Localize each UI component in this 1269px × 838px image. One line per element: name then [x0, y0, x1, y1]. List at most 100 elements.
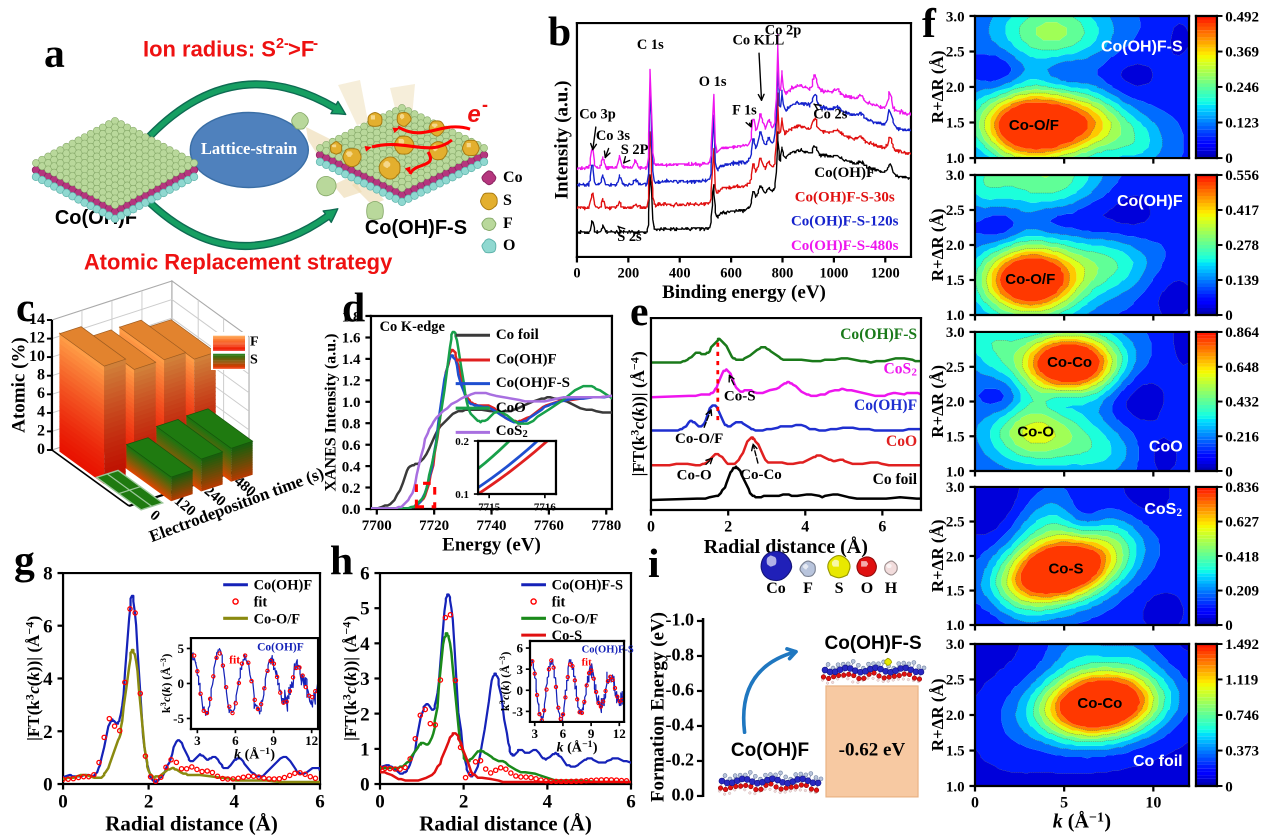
- svg-text:2.5: 2.5: [946, 45, 965, 61]
- svg-text:2: 2: [144, 792, 154, 813]
- svg-text:3: 3: [531, 726, 538, 741]
- svg-text:CoO: CoO: [886, 433, 917, 450]
- svg-text:Co(OH)F-S: Co(OH)F-S: [824, 633, 921, 654]
- svg-text:Co 3s: Co 3s: [596, 128, 630, 144]
- svg-text:Co-O: Co-O: [677, 468, 712, 484]
- svg-text:Co-O/F: Co-O/F: [254, 611, 301, 627]
- svg-text:C 1s: C 1s: [637, 37, 664, 53]
- svg-text:Co-Co: Co-Co: [740, 467, 782, 483]
- svg-text:1.0: 1.0: [946, 779, 965, 795]
- svg-text:-: -: [482, 95, 488, 115]
- svg-text:C o S 2: C o S 2: [884, 353, 917, 378]
- svg-text:0.648: 0.648: [1225, 360, 1259, 376]
- svg-text:b: b: [548, 9, 571, 55]
- svg-text:Co(OH)F: Co(OH)F: [1117, 193, 1183, 210]
- svg-text:fit: fit: [254, 595, 268, 611]
- svg-text:H: H: [885, 580, 898, 597]
- svg-text:2.0: 2.0: [946, 80, 965, 96]
- svg-text:Co(OH)F-S-30s: Co(OH)F-S-30s: [795, 189, 895, 205]
- svg-text:Co-O: Co-O: [1017, 424, 1054, 441]
- svg-text:fit: fit: [582, 657, 592, 668]
- svg-text:2: 2: [724, 519, 732, 536]
- svg-text:10: 10: [1145, 795, 1161, 812]
- svg-text:Co(OH)F: Co(OH)F: [257, 642, 304, 654]
- svg-text:g: g: [14, 538, 35, 584]
- svg-text:0: 0: [177, 676, 184, 691]
- svg-text:0.246: 0.246: [1225, 80, 1259, 96]
- svg-text:4: 4: [360, 634, 370, 655]
- svg-text:O: O: [503, 237, 515, 254]
- svg-text:1.0: 1.0: [946, 618, 965, 634]
- svg-text:7716: 7716: [534, 502, 556, 514]
- svg-text:Co foil: Co foil: [873, 471, 918, 488]
- svg-text:0.432: 0.432: [1225, 395, 1259, 411]
- svg-text:1.0: 1.0: [342, 395, 361, 411]
- svg-text:fit: fit: [229, 654, 240, 666]
- svg-text:Atomic Replacement strategy: Atomic Replacement strategy: [84, 250, 393, 275]
- svg-text:k ( Å: k ( Å ) − 1: [1053, 801, 1117, 832]
- svg-text:Co-S: Co-S: [1048, 561, 1083, 578]
- svg-text:0.492: 0.492: [1225, 9, 1259, 25]
- svg-text:1000: 1000: [819, 266, 848, 282]
- svg-text:R + Δ R: R + Δ R ( Å ): [923, 51, 948, 124]
- svg-text:1.5: 1.5: [946, 744, 965, 760]
- svg-text:6: 6: [626, 792, 636, 813]
- svg-text:1.8: 1.8: [342, 309, 361, 325]
- svg-text:O 1s: O 1s: [699, 74, 727, 90]
- svg-text:1.492: 1.492: [1225, 637, 1259, 653]
- svg-text:i: i: [648, 541, 660, 587]
- svg-text:3.0: 3.0: [946, 637, 965, 653]
- svg-text:Co-O/F: Co-O/F: [675, 431, 723, 447]
- svg-text:0.1: 0.1: [455, 489, 469, 501]
- svg-text:0.373: 0.373: [1225, 744, 1259, 760]
- svg-text:2.5: 2.5: [946, 673, 965, 689]
- svg-text:4: 4: [801, 519, 809, 536]
- svg-text:Co(OH)F: Co(OH)F: [814, 165, 875, 181]
- svg-text:Formation Energy (eV): Formation Energy (eV): [648, 612, 669, 802]
- svg-text:1.0: 1.0: [946, 151, 965, 167]
- svg-text:k ( Å: k ( Å ) − 1: [557, 727, 604, 756]
- svg-text:Co-S: Co-S: [724, 388, 756, 404]
- svg-text:2: 2: [43, 722, 53, 743]
- svg-text:Atomic (%): Atomic (%): [9, 337, 30, 433]
- svg-text:fit: fit: [552, 595, 566, 611]
- svg-text:2.5: 2.5: [946, 360, 965, 376]
- svg-text:7700: 7700: [362, 518, 392, 534]
- svg-text:Co-O/F: Co-O/F: [1009, 117, 1059, 134]
- svg-text:Co(OH)F-S: Co(OH)F-S: [840, 326, 917, 343]
- svg-text:R a d i: R a d i a l d i s t a n c e ( Å ): [105, 810, 278, 835]
- svg-text:4: 4: [230, 792, 240, 813]
- svg-text:Co foil: Co foil: [496, 327, 539, 343]
- svg-text:-0.4: -0.4: [665, 714, 694, 734]
- svg-text:Co(OH)F: Co(OH)F: [254, 578, 313, 594]
- svg-text:S: S: [835, 580, 844, 597]
- svg-text:Co-Co: Co-Co: [1047, 354, 1092, 371]
- svg-text:Intensity (a.u.): Intensity (a.u.): [551, 81, 572, 200]
- svg-text:0.864: 0.864: [1225, 325, 1259, 341]
- svg-text:1.0: 1.0: [946, 308, 965, 324]
- svg-text:Co: Co: [503, 169, 523, 186]
- svg-text:1.5: 1.5: [946, 116, 965, 132]
- svg-text:Co 2p: Co 2p: [765, 23, 802, 39]
- svg-text:0.0: 0.0: [671, 784, 694, 804]
- svg-text:Co(OH)F: Co(OH)F: [854, 397, 917, 414]
- svg-text:CoO: CoO: [1149, 439, 1183, 456]
- svg-text:R + Δ R: R + Δ R ( Å ): [923, 209, 948, 282]
- svg-text:-: -: [313, 35, 318, 52]
- svg-text:Energy (eV): Energy (eV): [442, 534, 541, 555]
- svg-text:7780: 7780: [591, 518, 621, 534]
- svg-text:F: F: [250, 334, 259, 349]
- svg-text:14: 14: [29, 311, 45, 328]
- svg-text:0.139: 0.139: [1225, 273, 1259, 289]
- svg-text:O: O: [861, 580, 873, 597]
- svg-text:R a d i: R a d i a l d i s t a n c e ( Å ): [704, 533, 868, 558]
- svg-text:>F: >F: [288, 37, 314, 62]
- svg-text:Co(OH)F-S: Co(OH)F-S: [365, 217, 467, 239]
- svg-text:9: 9: [270, 733, 277, 748]
- svg-text:2: 2: [360, 704, 370, 725]
- svg-text:600: 600: [720, 266, 742, 282]
- svg-text:10: 10: [29, 348, 45, 365]
- svg-text:k ( Å: k ( Å ) − 1: [234, 734, 281, 763]
- svg-text:d: d: [342, 285, 365, 331]
- svg-text:Co 2s: Co 2s: [813, 106, 847, 122]
